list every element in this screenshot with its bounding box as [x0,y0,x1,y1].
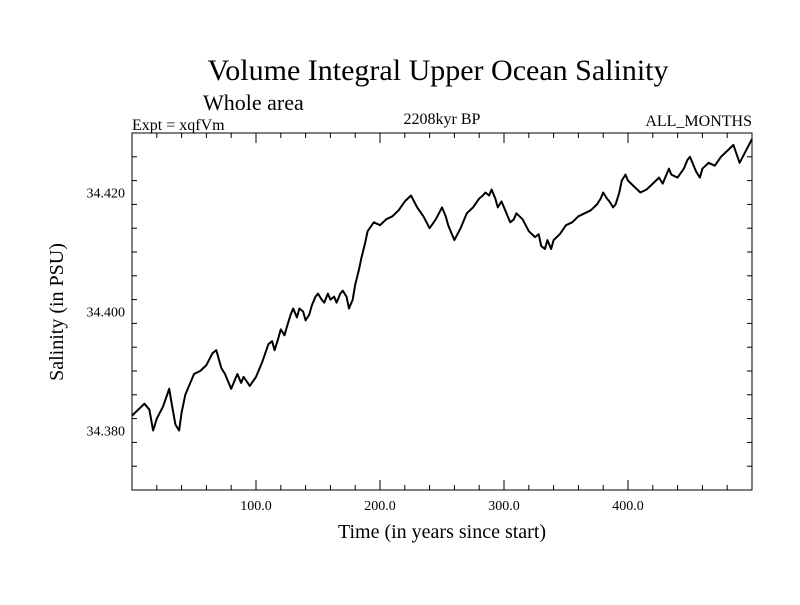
salinity-series-line [131,138,753,432]
y-tick-label: 34.400 [87,306,126,321]
experiment-label: Expt = xqfVm [132,117,225,134]
axis-tick-labels: 100.0 200.0 300.0 400.0 34.380 34.400 34.420 [87,187,644,515]
x-tick-label: 100.0 [240,499,272,514]
y-tick-label: 34.420 [87,187,126,202]
plot-frame [131,132,753,491]
x-tick-label: 200.0 [364,499,396,514]
x-axis-label: Time (in years since start) [338,521,546,543]
months-label: ALL_MONTHS [645,113,752,130]
data-series [131,138,753,432]
axis-ticks [132,133,752,490]
x-tick-label: 300.0 [488,499,520,514]
y-axis-label: Salinity (in PSU) [46,243,68,381]
y-tick-label: 34.380 [87,425,126,440]
chart-title: Volume Integral Upper Ocean Salinity [208,54,669,87]
time-period-label: 2208kyr BP [404,111,481,128]
chart-subtitle: Whole area [203,90,304,115]
x-tick-label: 400.0 [612,499,644,514]
